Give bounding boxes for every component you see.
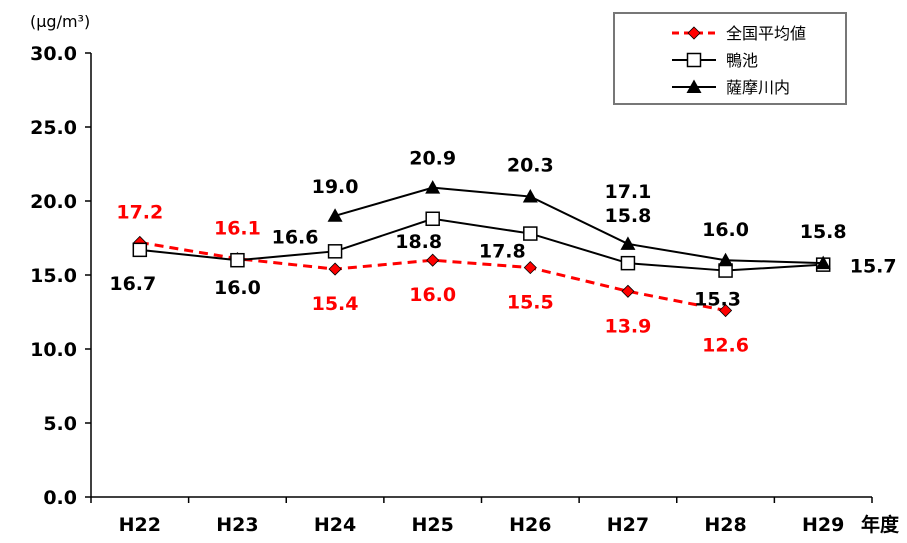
data-label: 15.4 <box>312 293 359 315</box>
data-label: 16.0 <box>409 284 456 306</box>
y-tick-label: 0.0 <box>43 487 77 509</box>
y-tick-label: 10.0 <box>30 339 77 361</box>
data-point <box>132 242 148 258</box>
series-triangle <box>327 180 831 270</box>
x-axis-label: 年度 <box>861 513 900 536</box>
x-tick-label: H28 <box>704 514 746 536</box>
legend-marker <box>687 26 701 40</box>
legend-marker <box>686 79 702 93</box>
data-label: 13.9 <box>604 315 651 337</box>
x-tick-label: H24 <box>314 514 356 536</box>
data-point <box>815 255 831 270</box>
x-tick-label: H27 <box>607 514 649 536</box>
axes: 0.0 5.0 10.0 15.0 20.0 25.0 30.0 H22 H23 H24 H25 H2… <box>30 12 900 536</box>
data-label: 16.1 <box>214 218 261 240</box>
data-point <box>327 244 343 259</box>
x-tick-label: H22 <box>119 514 161 536</box>
x-tick-label: H23 <box>216 514 258 536</box>
y-tick-label: 5.0 <box>43 413 77 435</box>
data-labels: 17.2 16.1 15.4 16.0 15.5 13.9 12.6 16.7 16.0 16.6… <box>109 148 896 357</box>
y-tick-label: 15.0 <box>30 265 77 287</box>
y-tick-label: 20.0 <box>30 191 77 213</box>
legend-box <box>613 12 847 105</box>
data-label: 15.7 <box>850 256 897 278</box>
data-point <box>327 208 343 222</box>
data-point <box>523 226 538 241</box>
data-label: 17.8 <box>479 241 526 263</box>
legend-label: 薩摩川内 <box>726 78 790 97</box>
data-label: 15.8 <box>800 221 847 243</box>
data-point <box>523 261 537 275</box>
legend-label: 全国平均値 <box>726 24 806 43</box>
data-label: 16.0 <box>702 219 749 241</box>
data-label: 17.2 <box>116 201 163 223</box>
data-point <box>425 211 440 227</box>
data-label: 18.8 <box>395 231 442 253</box>
data-point <box>718 303 733 318</box>
data-point <box>425 180 441 194</box>
data-point <box>230 252 245 268</box>
series-line <box>334 186 824 265</box>
y-tick-label: 25.0 <box>30 117 77 139</box>
data-point <box>522 189 538 203</box>
x-tick-label: H29 <box>802 514 844 536</box>
series-line <box>139 217 824 272</box>
data-label: 16.6 <box>272 226 319 248</box>
x-tick-label: H26 <box>509 514 551 536</box>
data-label: 17.1 <box>604 181 651 203</box>
data-point <box>426 253 440 267</box>
data-label: 15.3 <box>694 289 741 311</box>
data-label: 19.0 <box>312 176 359 198</box>
data-point <box>620 236 636 250</box>
series-layer <box>132 180 831 318</box>
data-label: 12.6 <box>702 335 749 357</box>
data-label: 20.3 <box>507 155 554 177</box>
y-tick-label: 30.0 <box>30 43 77 65</box>
data-label: 16.7 <box>109 273 156 295</box>
legend-marker <box>686 52 702 68</box>
data-label: 15.5 <box>507 292 554 314</box>
data-point <box>620 255 636 271</box>
x-tick-label: H25 <box>412 514 454 536</box>
unit-label: (μg/m³) <box>30 12 90 31</box>
legend-label: 鴨池 <box>726 51 758 70</box>
data-label: 15.8 <box>604 205 651 227</box>
data-label: 16.0 <box>214 277 261 299</box>
data-label: 20.9 <box>409 148 456 170</box>
data-point <box>621 284 635 298</box>
data-point <box>718 252 734 267</box>
data-point <box>328 262 342 276</box>
